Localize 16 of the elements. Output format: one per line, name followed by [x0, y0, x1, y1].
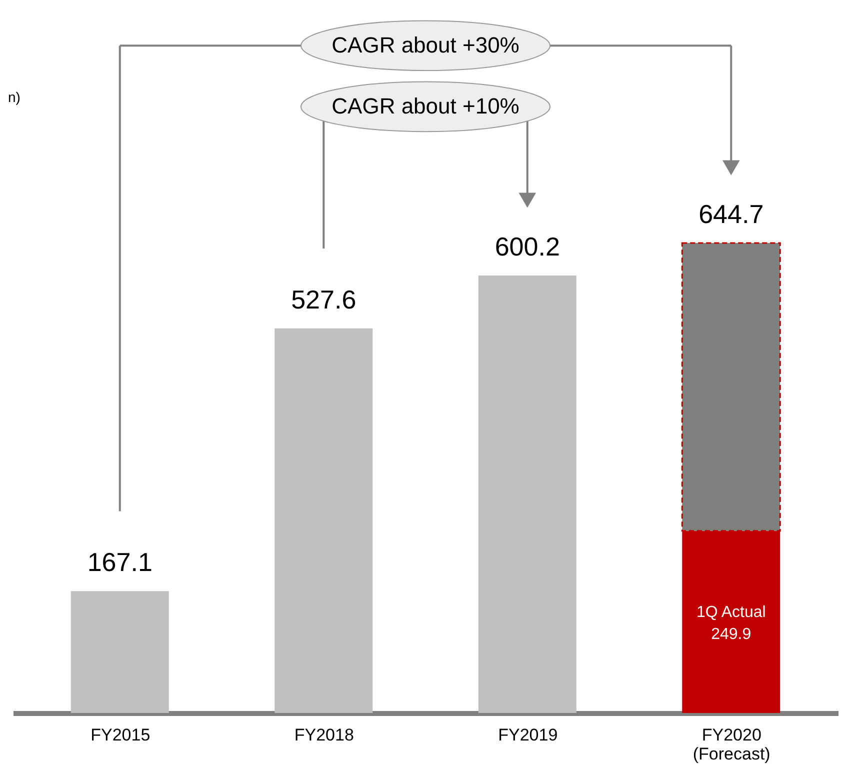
x-tick-label: FY2015: [90, 726, 150, 744]
x-tick-label: FY2019: [498, 726, 558, 744]
text: CAGR about +30%: [332, 32, 520, 58]
total-label: 644.7: [698, 199, 764, 229]
bar: [274, 328, 373, 713]
x-tick-label: FY2020 (Forecast): [692, 726, 770, 764]
series-label: 1Q Actual: [696, 604, 766, 621]
text: CAGR about +10%: [332, 94, 520, 119]
x-tick-label: FY2018: [294, 726, 354, 744]
bar: [70, 591, 169, 713]
data-label: 249.9: [711, 626, 752, 643]
bar: [478, 275, 576, 713]
total-label: 167.1: [87, 547, 152, 578]
total-label: 527.6: [291, 284, 356, 314]
text: n): [8, 89, 20, 105]
total-label: 600.2: [494, 231, 560, 262]
